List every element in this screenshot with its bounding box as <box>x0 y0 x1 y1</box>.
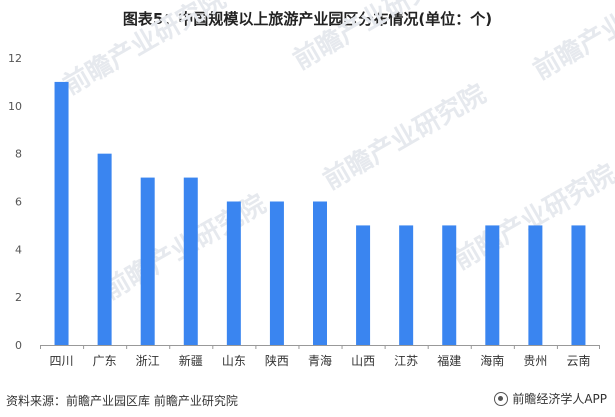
bar <box>226 201 241 345</box>
y-tick-label: 10 <box>8 100 22 113</box>
chart-title: 图表5：中国规模以上旅游产业园区分布情况(单位：个) <box>122 10 493 28</box>
brand-name: 前瞻经济学人APP <box>512 392 607 406</box>
x-tick-label: 山西 <box>351 354 375 368</box>
bar <box>442 225 457 345</box>
bar <box>528 225 543 345</box>
x-tick-label: 贵州 <box>523 354 547 368</box>
x-tick-label: 陕西 <box>265 353 289 368</box>
bar <box>485 225 500 345</box>
bar <box>269 201 284 345</box>
x-tick-label: 云南 <box>566 353 590 368</box>
bar <box>54 81 69 346</box>
bar <box>356 225 371 345</box>
bar <box>313 201 327 345</box>
x-tick-label: 四川 <box>50 354 74 368</box>
x-tick-label: 新疆 <box>179 353 203 368</box>
y-tick-label: 8 <box>15 148 22 161</box>
watermark-text: 前瞻产业研究院 <box>528 0 615 86</box>
bar <box>399 225 414 345</box>
x-tick-label: 广东 <box>93 354 117 368</box>
y-tick-label: 0 <box>15 339 22 352</box>
bar <box>140 177 155 345</box>
qianzhan-logo-icon <box>494 391 509 406</box>
bar <box>183 177 198 345</box>
x-tick-label: 福建 <box>437 353 461 368</box>
y-tick-label: 4 <box>15 243 22 256</box>
watermark-text: 前瞻产业研究院 <box>288 0 461 76</box>
bar <box>571 225 586 345</box>
y-tick-label: 12 <box>8 52 22 65</box>
watermark-text: 前瞻产业研究院 <box>58 0 231 101</box>
y-tick-label: 2 <box>15 291 22 304</box>
x-tick-label: 海南 <box>480 353 504 368</box>
x-tick-label: 山东 <box>222 354 246 368</box>
source-note: 资料来源：前瞻产业园区库 前瞻产业研究院 <box>6 394 238 408</box>
x-tick-label: 浙江 <box>136 354 160 368</box>
x-tick-label: 江苏 <box>394 354 418 368</box>
x-tick-label: 青海 <box>308 353 332 368</box>
bar <box>97 153 112 345</box>
brand-badge[interactable]: 前瞻经济学人APP <box>494 390 607 407</box>
y-tick-label: 6 <box>15 196 22 209</box>
watermark-text: 前瞻产业研究院 <box>318 78 491 196</box>
